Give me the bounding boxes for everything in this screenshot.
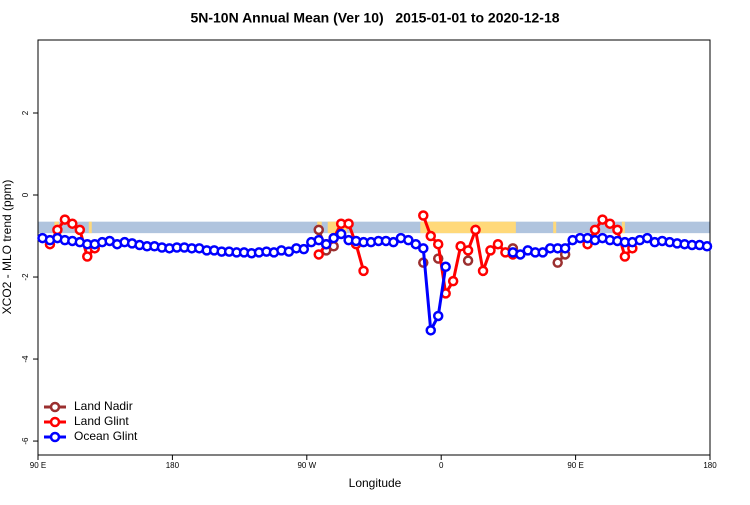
x-tick-label: 90 E [567,461,583,470]
series-point [612,224,623,236]
series-point [82,251,93,262]
x-tick-label: 0 [439,461,444,470]
series-point [403,234,414,246]
series-point [432,310,444,322]
series-point [619,251,631,262]
land-band [88,221,92,234]
ocean-band [38,221,710,234]
series-point [59,214,71,225]
series-point [298,243,310,255]
series-point [358,265,369,277]
series-point [425,325,436,336]
series-point [313,224,324,236]
series-point [313,234,324,246]
series-point [418,243,429,254]
series-point [455,241,466,252]
series-point [74,224,86,236]
series-point [589,224,601,236]
legend-marker [49,431,61,443]
legend-label: Land Glint [74,414,129,428]
y-tick-label: -6 [21,437,30,445]
series-point [388,236,399,248]
legend-label: Land Nadir [74,399,133,413]
series-point [515,249,526,260]
y-axis-label: XCO2 - MLO trend (ppm) [0,180,14,315]
legend-marker [49,416,61,428]
series-point [313,249,324,260]
series-point [440,261,451,273]
y-tick-label: -2 [21,273,30,281]
x-tick-label: 90 E [30,461,46,470]
series-point [604,218,616,229]
series-point [320,238,332,250]
series-point [597,214,608,225]
legend-label: Ocean Glint [74,429,138,443]
series-point [477,265,489,277]
series-point [418,210,429,221]
series-point [701,241,713,252]
y-tick-label: 0 [21,192,30,197]
series-point [425,230,436,242]
x-tick-label: 180 [166,461,180,470]
series-point [485,245,496,256]
x-tick-label: 180 [703,461,717,470]
y-tick-label: 2 [21,110,30,115]
series-point [432,238,444,250]
series-point [492,238,504,250]
series-point [67,218,78,229]
series-point [537,247,548,258]
chart-title: 5N-10N Annual Mean (Ver 10) 2015-01-01 t… [190,10,559,26]
land-band [621,221,625,234]
land-band [420,221,516,234]
series-point [328,232,339,244]
series-point [642,232,653,244]
legend-marker [49,401,61,413]
x-tick-label: 90 W [297,461,316,470]
series-point [559,243,571,254]
x-axis-label: Longitude [349,476,402,490]
series-point [335,228,347,240]
series-point [462,255,474,266]
series-point [52,224,63,236]
series-point [343,218,354,229]
y-tick-label: -4 [21,355,30,363]
series-point [552,257,563,268]
land-band [553,221,557,234]
series-point [447,275,459,287]
series-point [410,238,422,250]
series-point [470,224,481,236]
series-point [462,245,474,256]
